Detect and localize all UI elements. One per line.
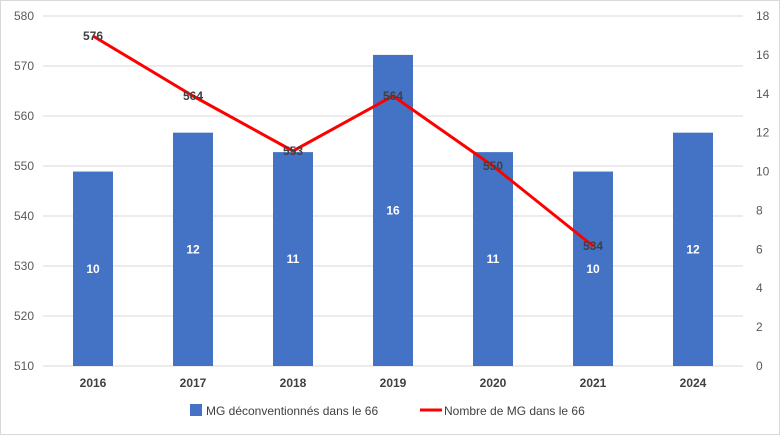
bar — [573, 171, 613, 366]
bar — [473, 152, 513, 366]
bar-data-label: 12 — [686, 242, 700, 256]
right-axis-tick-label: 12 — [756, 126, 770, 140]
x-axis-tick-label: 2016 — [80, 376, 107, 390]
left-axis-tick-label: 530 — [14, 259, 34, 273]
right-axis-tick-label: 2 — [756, 320, 763, 334]
left-axis-tick-label: 540 — [14, 209, 34, 223]
x-axis-tick-label: 2017 — [180, 376, 207, 390]
left-axis-tick-label: 520 — [14, 309, 34, 323]
bar-data-label: 11 — [487, 252, 500, 266]
line-data-label: 564 — [183, 89, 203, 103]
legend: MG déconventionnés dans le 66 Nombre de … — [190, 404, 585, 418]
right-axis-tick-label: 10 — [756, 165, 770, 179]
right-axis-tick-label: 4 — [756, 281, 763, 295]
bar-data-label: 16 — [386, 203, 400, 217]
legend-swatch-bars — [190, 404, 202, 416]
left-axis-tick-label: 550 — [14, 159, 34, 173]
bar — [673, 132, 713, 366]
bar-data-label: 10 — [86, 262, 100, 276]
x-axis-tick-label: 2024 — [680, 376, 707, 390]
right-axis: 0 2 4 6 8 10 12 14 16 18 — [756, 9, 770, 373]
line-path — [92, 34, 594, 248]
right-axis-tick-label: 14 — [756, 87, 770, 101]
bar-series: 10 12 11 16 11 10 12 — [73, 54, 713, 367]
bar — [73, 171, 113, 366]
right-axis-tick-label: 6 — [756, 242, 763, 256]
left-axis-tick-label: 580 — [14, 9, 34, 23]
right-axis-tick-label: 16 — [756, 48, 770, 62]
legend-label-bars: MG déconventionnés dans le 66 — [206, 404, 378, 418]
line-data-label: 534 — [583, 239, 603, 253]
line-data-label: 564 — [383, 89, 403, 103]
bar-data-label: 12 — [186, 242, 200, 256]
line-series: 576 564 553 564 550 534 — [83, 29, 603, 253]
line-data-label: 576 — [83, 29, 103, 43]
right-axis-tick-label: 18 — [756, 9, 770, 23]
bar — [173, 132, 213, 366]
line-data-label: 550 — [483, 159, 503, 173]
x-axis-tick-label: 2018 — [280, 376, 307, 390]
bar — [273, 152, 313, 366]
x-axis-tick-label: 2020 — [480, 376, 507, 390]
x-axis: 2016 2017 2018 2019 2020 2021 2024 — [80, 376, 707, 390]
right-axis-tick-label: 8 — [756, 203, 763, 217]
line-data-label: 553 — [283, 144, 303, 158]
left-axis: 510 520 530 540 550 560 570 580 — [14, 9, 34, 373]
x-axis-tick-label: 2019 — [380, 376, 407, 390]
right-axis-tick-label: 0 — [756, 359, 763, 373]
left-axis-tick-label: 560 — [14, 109, 34, 123]
x-axis-tick-label: 2021 — [580, 376, 607, 390]
bar-data-label: 11 — [287, 252, 300, 266]
left-axis-tick-label: 570 — [14, 59, 34, 73]
legend-label-line: Nombre de MG dans le 66 — [444, 404, 585, 418]
left-axis-tick-label: 510 — [14, 359, 34, 373]
bar-data-label: 10 — [586, 262, 600, 276]
